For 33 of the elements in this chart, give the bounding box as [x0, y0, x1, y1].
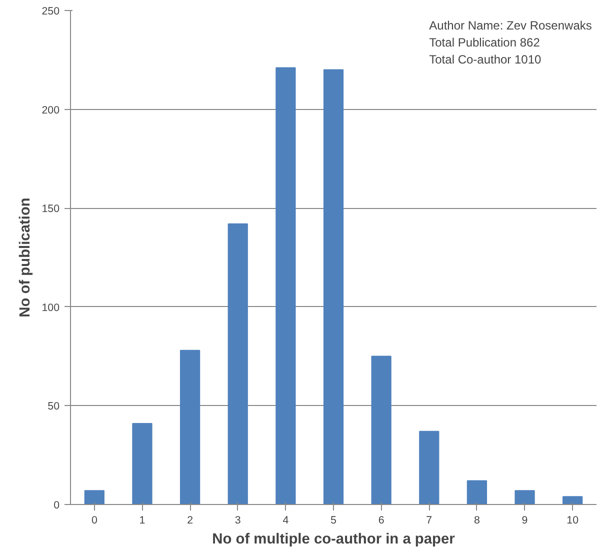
bar — [180, 350, 200, 504]
y-axis-title: No of publication — [18, 198, 34, 318]
x-tick-label: 7 — [426, 514, 432, 526]
y-tick-label: 50 — [48, 400, 60, 413]
y-tick-label: 100 — [42, 302, 60, 314]
annotation: Author Name: Zev Rosenwaks — [429, 18, 592, 32]
y-tick-label: 0 — [54, 500, 60, 512]
x-tick-label: 2 — [187, 514, 194, 526]
x-tick-label: 4 — [282, 514, 289, 526]
bar — [419, 430, 440, 504]
bar — [466, 480, 488, 504]
bar — [371, 356, 392, 504]
bar — [562, 496, 583, 504]
bar — [323, 69, 344, 504]
bar — [84, 490, 104, 504]
x-tick-label: 5 — [330, 514, 337, 526]
y-tick-label: 250 — [42, 6, 60, 18]
y-tick-label: 150 — [42, 203, 60, 216]
x-tick-label: 0 — [91, 514, 98, 526]
bar — [514, 490, 535, 504]
y-tick-label: 200 — [42, 104, 60, 116]
bar — [276, 67, 296, 504]
annotation: Total Co-author 1010 — [429, 52, 542, 66]
x-tick-label: 6 — [378, 514, 384, 526]
x-tick-label: 9 — [522, 514, 528, 526]
x-tick-label: 8 — [474, 514, 480, 526]
x-axis-title: No of multiple co-author in a paper — [212, 532, 456, 548]
x-tick-label: 10 — [566, 514, 579, 526]
x-tick-label: 3 — [234, 514, 241, 526]
x-tick-label: 1 — [139, 514, 146, 526]
bar — [132, 422, 152, 504]
bar — [228, 223, 248, 504]
annotation: Total Publication 862 — [429, 36, 540, 50]
